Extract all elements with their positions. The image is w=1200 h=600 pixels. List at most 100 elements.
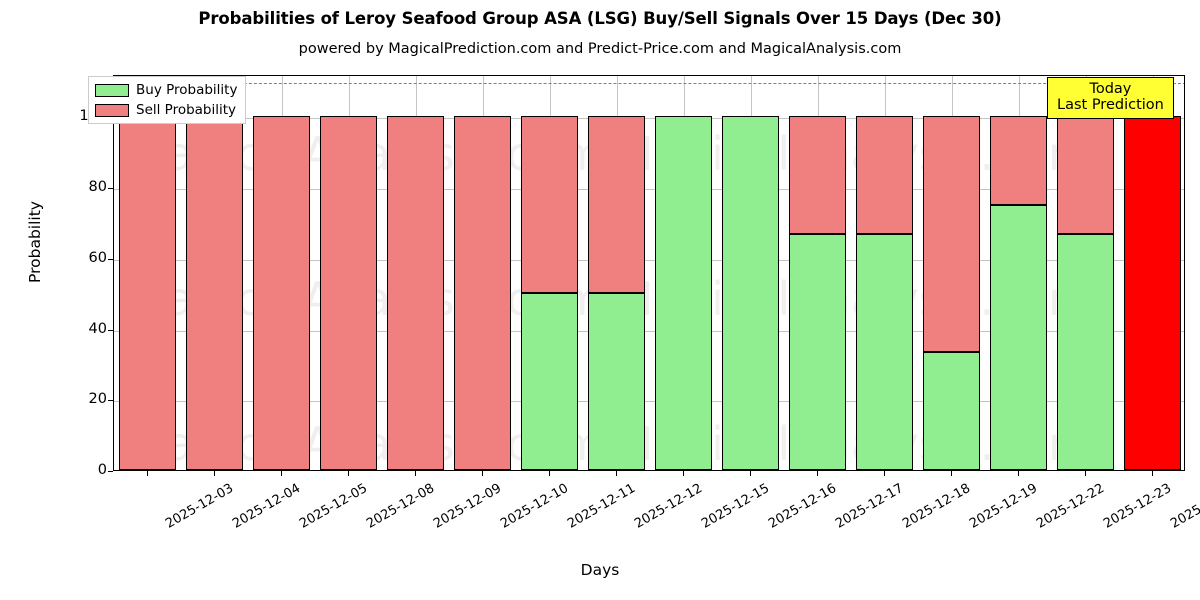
x-axis-tick-mark	[951, 471, 952, 476]
bar-segment-buy[interactable]	[990, 204, 1047, 470]
bar-group[interactable]	[320, 76, 377, 470]
x-axis-tick-mark	[1018, 471, 1019, 476]
x-axis-tick-label: 2025-12-23	[1100, 481, 1174, 532]
bar-group[interactable]	[789, 76, 846, 470]
bar-segment-sell[interactable]	[253, 116, 310, 470]
x-axis-tick-label: 2025-12-19	[966, 481, 1040, 532]
legend-swatch	[95, 103, 129, 117]
horizontal-gridline	[114, 189, 1184, 191]
bar-segment-sell[interactable]	[789, 116, 846, 235]
legend-swatch	[95, 83, 129, 97]
bar-segment-sell[interactable]	[1057, 116, 1114, 235]
x-axis-tick-mark	[281, 471, 282, 476]
bar-group[interactable]	[856, 76, 913, 470]
y-axis-tick-mark	[108, 471, 113, 472]
bar-segment-buy[interactable]	[655, 116, 712, 470]
bar-segment-buy[interactable]	[856, 234, 913, 470]
x-axis-tick-label: 2025-12-03	[162, 481, 236, 532]
bar-segment-buy[interactable]	[1057, 234, 1114, 470]
legend-label: Buy Probability	[136, 82, 238, 98]
horizontal-gridline	[114, 259, 1184, 261]
x-axis-tick-mark	[482, 471, 483, 476]
x-axis-tick-label: 2025-12-22	[1033, 481, 1107, 532]
bar-group[interactable]	[1124, 76, 1181, 470]
bar-group[interactable]	[588, 76, 645, 470]
today-annotation-line1: Today	[1089, 81, 1132, 97]
y-axis-label: Probability	[26, 201, 44, 283]
x-axis-tick-mark	[683, 471, 684, 476]
horizontal-gridline	[114, 118, 1184, 120]
bar-segment-sell[interactable]	[588, 116, 645, 294]
bar-group[interactable]	[186, 76, 243, 470]
bar-segment-sell[interactable]	[990, 116, 1047, 205]
x-axis-tick-label: 2025-12-08	[363, 481, 437, 532]
x-axis-tick-mark	[884, 471, 885, 476]
x-axis-tick-mark	[817, 471, 818, 476]
x-axis-tick-mark	[415, 471, 416, 476]
bar-group[interactable]	[990, 76, 1047, 470]
x-axis-tick-label: 2025-12-05	[296, 481, 370, 532]
bar-group[interactable]	[521, 76, 578, 470]
x-axis-tick-label: 2025-12-15	[698, 481, 772, 532]
x-axis-tick-mark	[549, 471, 550, 476]
legend-item: Sell Probability	[95, 102, 237, 118]
bar-group[interactable]	[923, 76, 980, 470]
y-axis-tick-label: 80	[88, 179, 107, 196]
y-axis-tick-label: 20	[88, 391, 107, 408]
bar-group[interactable]	[655, 76, 712, 470]
x-axis-tick-label: 2025-12-11	[564, 481, 638, 532]
x-axis-tick-mark	[750, 471, 751, 476]
legend-item: Buy Probability	[95, 82, 237, 98]
bar-segment-buy[interactable]	[521, 293, 578, 470]
bar-segment-sell[interactable]	[186, 116, 243, 470]
bar-group[interactable]	[387, 76, 444, 470]
x-axis-tick-label: 2025-12-04	[229, 481, 303, 532]
legend-label: Sell Probability	[136, 102, 237, 118]
bar-segment-sell[interactable]	[521, 116, 578, 294]
x-axis-tick-mark	[348, 471, 349, 476]
y-axis-tick-label: 40	[88, 320, 107, 337]
bar-segment-sell[interactable]	[320, 116, 377, 470]
x-axis-tick-label: 2025-12-18	[899, 481, 973, 532]
bar-group[interactable]	[119, 76, 176, 470]
y-axis-tick-mark	[108, 258, 113, 260]
bar-segment-buy[interactable]	[923, 352, 980, 470]
chart-subtitle: powered by MagicalPrediction.com and Pre…	[298, 41, 902, 57]
today-annotation-line2: Last Prediction	[1057, 97, 1164, 114]
bar-segment-sell[interactable]	[387, 116, 444, 470]
bar-segment-sell[interactable]	[923, 116, 980, 353]
x-axis-tick-mark	[1085, 471, 1086, 476]
bar-group[interactable]	[1057, 76, 1114, 470]
bar-segment-buy[interactable]	[789, 234, 846, 470]
threshold-dashed-line	[114, 83, 1184, 85]
bar-segment-buy[interactable]	[722, 116, 779, 470]
x-axis-tick-label: 2025-12-12	[631, 481, 705, 532]
x-axis-tick-mark	[616, 471, 617, 476]
horizontal-gridline	[114, 330, 1184, 332]
x-axis-tick-mark	[1152, 471, 1153, 476]
x-axis-tick-label: 2025-12-29	[1167, 481, 1200, 532]
bar-group[interactable]	[722, 76, 779, 470]
bar-segment-sell[interactable]	[856, 116, 913, 235]
bar-segment-sell[interactable]	[454, 116, 511, 470]
x-axis-tick-label: 2025-12-09	[430, 481, 504, 532]
bar-group[interactable]	[454, 76, 511, 470]
horizontal-gridline	[114, 401, 1184, 403]
plot-area: MagicalAnalysis.com MagicalAnalysis.com Ma…	[113, 75, 1185, 471]
bar-group[interactable]	[253, 76, 310, 470]
x-axis-tick-label: 2025-12-10	[497, 481, 571, 532]
chart-title: Probabilities of Leroy Seafood Group ASA…	[198, 9, 1002, 28]
y-axis-tick-mark	[108, 188, 113, 190]
bar-segment-today[interactable]	[1124, 116, 1181, 470]
today-annotation: Today Last Prediction	[1047, 77, 1174, 120]
x-axis-tick-label: 2025-12-16	[765, 481, 839, 532]
x-axis-label: Days	[580, 561, 620, 579]
y-axis-tick-label: 0	[97, 462, 107, 478]
bar-segment-sell[interactable]	[119, 116, 176, 470]
chart-legend: Buy Probability Sell Probability	[88, 76, 247, 124]
x-axis-tick-mark	[214, 471, 215, 476]
bar-segment-buy[interactable]	[588, 293, 645, 470]
x-axis-tick-label: 2025-12-17	[832, 481, 906, 532]
y-axis-tick-mark	[108, 400, 113, 402]
